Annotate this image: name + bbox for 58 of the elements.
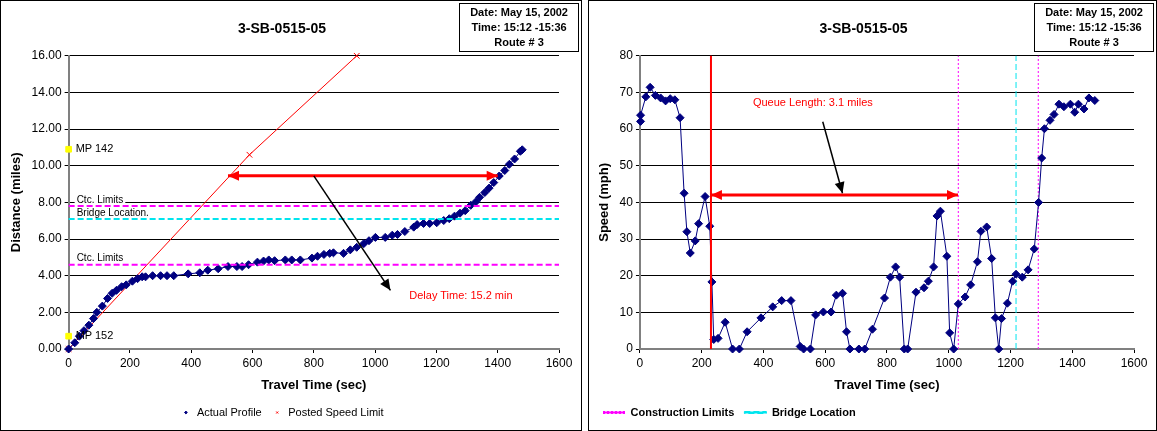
y-tick-label: 2.00 [38, 304, 62, 319]
legend-label: Posted Speed Limit [288, 405, 384, 418]
x-tick-label: 0 [65, 355, 73, 370]
legend-label: Bridge Location [771, 405, 856, 418]
x-tick-label: 200 [691, 355, 713, 370]
y-tick-label: 0.00 [38, 341, 62, 356]
y-tick-label: 8.00 [38, 194, 62, 209]
chart-title: 3-SB-0515-05 [819, 20, 908, 37]
x-tick-label: 200 [119, 355, 141, 370]
y-tick-label: 0 [626, 341, 634, 356]
annotation: Delay Time: 15.2 min [409, 289, 513, 302]
x-tick-label: 400 [181, 355, 202, 370]
chart-title: 3-SB-0515-05 [238, 20, 327, 37]
y-tick-label: 80 [619, 48, 634, 63]
x-tick-label: 0 [636, 355, 644, 370]
x-tick-label: 800 [876, 355, 898, 370]
y-tick-label: 10.00 [31, 158, 62, 173]
x-tick-label: 1200 [423, 355, 451, 370]
y-tick-label: 12.00 [31, 121, 62, 136]
x-tick-label: 1000 [935, 355, 963, 370]
x-tick-label: 1200 [997, 355, 1025, 370]
x-tick-label: 1400 [484, 355, 512, 370]
point [65, 145, 72, 153]
y-tick-label: 60 [619, 121, 634, 136]
x-axis-title: Travel Time (sec) [834, 376, 940, 392]
x-tick-label: 600 [242, 355, 263, 370]
y-tick-label: 20 [619, 268, 634, 283]
point [65, 332, 72, 340]
x-tick-label: 400 [753, 355, 774, 370]
ref-line-label: Ctc. Limits [76, 193, 124, 205]
x-tick-label: 600 [815, 355, 836, 370]
y-tick-label: 70 [619, 84, 634, 99]
y-tick-label: 4.00 [38, 268, 62, 283]
legend-label: Actual Profile [196, 405, 262, 418]
x-tick-label: 1000 [361, 355, 389, 370]
annotation: Queue Length: 3.1 miles [752, 95, 874, 108]
chart-subtitle: Date: May 15, 2002 Time: 15:12 -15:36 Route # 3 [470, 5, 568, 50]
y-tick-label: 10 [619, 304, 634, 319]
y-tick-label: 6.00 [38, 231, 62, 246]
legend-label: Construction Limits [630, 405, 735, 418]
y-axis-title: Distance (miles) [8, 152, 24, 253]
x-axis-title: Travel Time (sec) [261, 376, 367, 392]
x-tick-label: 800 [303, 355, 325, 370]
point [246, 151, 253, 159]
x-tick-label: 1600 [1120, 355, 1148, 370]
y-tick-label: 30 [619, 231, 634, 246]
y-tick-label: 40 [619, 194, 634, 209]
x-tick-label: 1400 [1058, 355, 1086, 370]
point [353, 52, 361, 60]
ref-line-label: Ctc. Limits [76, 252, 124, 264]
x-tick-label: 1600 [545, 355, 573, 370]
y-axis-title: Speed (mph) [596, 163, 612, 242]
y-tick-label: 14.00 [31, 84, 62, 99]
ref-line-label: Bridge Location. [76, 206, 149, 218]
y-tick-label: 50 [619, 158, 634, 173]
y-tick-label: 16.00 [31, 48, 62, 63]
chart-subtitle: Date: May 15, 2002 Time: 15:12 -15:36 Route # 3 [1045, 5, 1143, 50]
annotation: MP 142 [75, 142, 114, 155]
